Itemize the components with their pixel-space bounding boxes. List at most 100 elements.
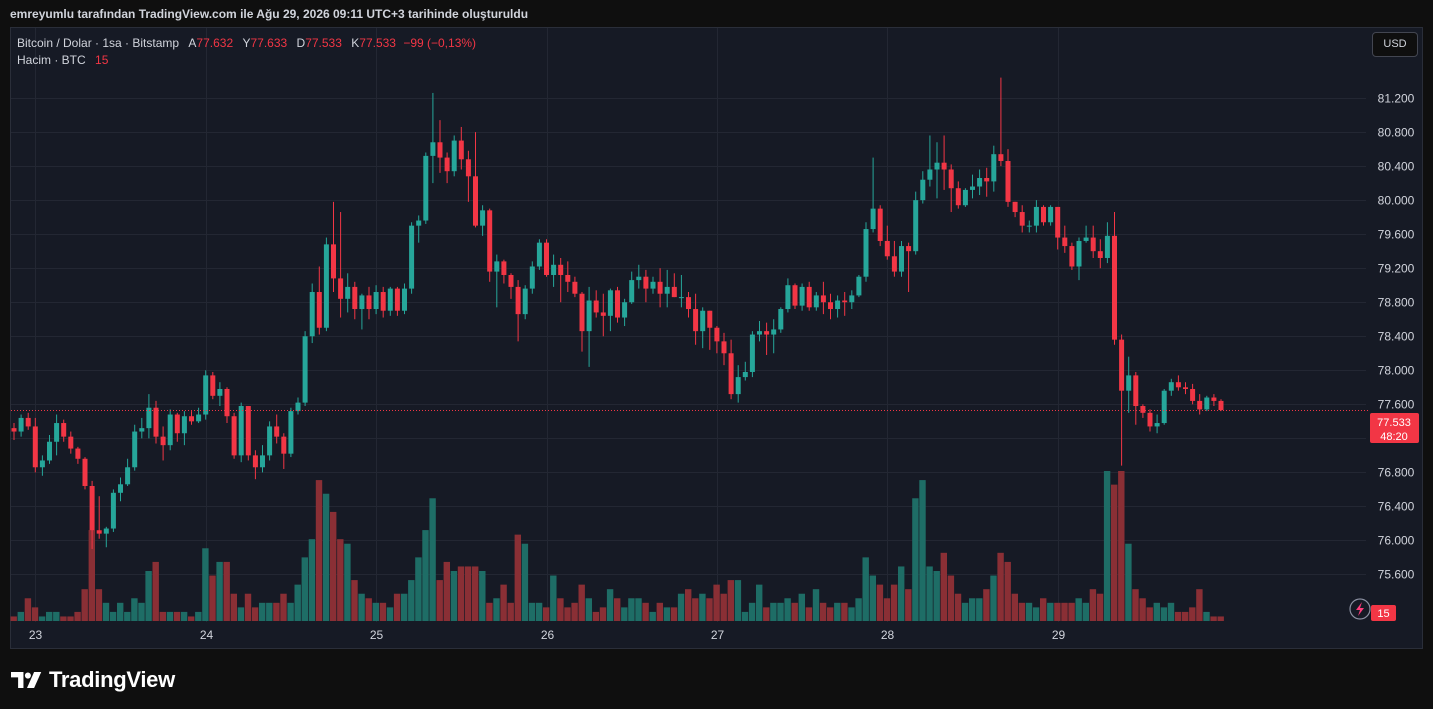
candle[interactable]: [757, 320, 762, 342]
candle[interactable]: [110, 489, 116, 532]
candle[interactable]: [735, 365, 741, 403]
candle[interactable]: [288, 407, 294, 458]
candle[interactable]: [529, 261, 535, 294]
candle[interactable]: [1204, 395, 1210, 412]
candle[interactable]: [409, 222, 415, 294]
candle[interactable]: [522, 285, 528, 320]
candle[interactable]: [1197, 394, 1203, 415]
candle[interactable]: [189, 411, 194, 425]
candle[interactable]: [955, 181, 961, 209]
candle[interactable]: [54, 414, 60, 456]
candle[interactable]: [515, 280, 521, 342]
candle[interactable]: [593, 290, 599, 318]
candle[interactable]: [203, 370, 209, 420]
candle[interactable]: [1097, 239, 1103, 269]
candle[interactable]: [1104, 222, 1110, 264]
candle[interactable]: [373, 285, 379, 315]
candle[interactable]: [1140, 404, 1146, 418]
candle[interactable]: [118, 477, 123, 502]
candle[interactable]: [877, 205, 883, 247]
candle[interactable]: [487, 208, 493, 282]
candle[interactable]: [934, 142, 940, 199]
candle[interactable]: [792, 283, 798, 310]
candle[interactable]: [323, 237, 329, 332]
candle[interactable]: [664, 269, 670, 308]
candle[interactable]: [267, 421, 273, 461]
candle[interactable]: [1190, 383, 1196, 405]
candle[interactable]: [1161, 389, 1167, 425]
candle[interactable]: [359, 293, 365, 330]
candle[interactable]: [96, 496, 102, 539]
candle[interactable]: [47, 434, 52, 464]
candle[interactable]: [451, 135, 457, 177]
candle[interactable]: [25, 412, 31, 430]
candle[interactable]: [252, 450, 258, 480]
candle[interactable]: [274, 414, 280, 444]
candle[interactable]: [721, 332, 727, 366]
candle[interactable]: [153, 400, 159, 444]
candle[interactable]: [920, 171, 926, 204]
candle[interactable]: [600, 293, 606, 337]
candle[interactable]: [444, 152, 450, 184]
candle[interactable]: [806, 281, 812, 311]
candle[interactable]: [501, 259, 507, 284]
candle[interactable]: [75, 446, 81, 464]
candle[interactable]: [984, 167, 990, 197]
candle[interactable]: [465, 150, 471, 202]
candle[interactable]: [245, 406, 251, 461]
candle[interactable]: [1069, 242, 1075, 270]
candle[interactable]: [217, 382, 223, 407]
candle[interactable]: [728, 339, 734, 400]
candle[interactable]: [536, 239, 542, 270]
candle[interactable]: [629, 271, 635, 304]
candle[interactable]: [771, 319, 777, 354]
candle[interactable]: [586, 286, 592, 367]
candle[interactable]: [650, 276, 656, 294]
candle[interactable]: [906, 242, 912, 293]
candle[interactable]: [1026, 220, 1032, 233]
candle[interactable]: [1012, 201, 1018, 218]
candle[interactable]: [423, 152, 429, 224]
candle[interactable]: [316, 266, 322, 335]
candle[interactable]: [366, 286, 372, 320]
candle[interactable]: [678, 274, 684, 308]
candle[interactable]: [828, 293, 833, 320]
candle[interactable]: [544, 239, 549, 277]
candle[interactable]: [231, 412, 237, 459]
candle[interactable]: [856, 274, 862, 298]
candle[interactable]: [742, 361, 748, 381]
candle[interactable]: [941, 135, 947, 190]
candle[interactable]: [764, 322, 770, 355]
candle[interactable]: [1168, 378, 1174, 396]
candle[interactable]: [437, 120, 443, 173]
candle[interactable]: [1175, 375, 1181, 391]
candle[interactable]: [1112, 212, 1117, 345]
candle[interactable]: [480, 205, 486, 236]
candle[interactable]: [948, 164, 954, 213]
candle[interactable]: [11, 423, 17, 441]
candle[interactable]: [132, 424, 138, 471]
candle[interactable]: [473, 132, 478, 228]
candle[interactable]: [1005, 149, 1011, 207]
candle[interactable]: [1062, 225, 1068, 253]
candle[interactable]: [160, 426, 166, 461]
candle[interactable]: [813, 292, 819, 311]
candle[interactable]: [913, 191, 919, 255]
candle[interactable]: [671, 273, 677, 298]
candle[interactable]: [196, 407, 202, 424]
candle[interactable]: [970, 174, 975, 199]
candle[interactable]: [714, 326, 720, 354]
candle[interactable]: [494, 254, 500, 308]
candle[interactable]: [643, 269, 649, 303]
symbol-label[interactable]: Bitcoin / Dolar · 1sa · Bitstamp: [17, 36, 180, 50]
candle[interactable]: [1083, 225, 1089, 243]
candle[interactable]: [615, 286, 620, 323]
candle[interactable]: [551, 254, 557, 287]
candle[interactable]: [1119, 334, 1125, 466]
candle[interactable]: [82, 457, 88, 490]
candle[interactable]: [820, 281, 826, 315]
candle[interactable]: [778, 307, 784, 333]
candle[interactable]: [657, 268, 663, 308]
candle[interactable]: [579, 292, 585, 352]
